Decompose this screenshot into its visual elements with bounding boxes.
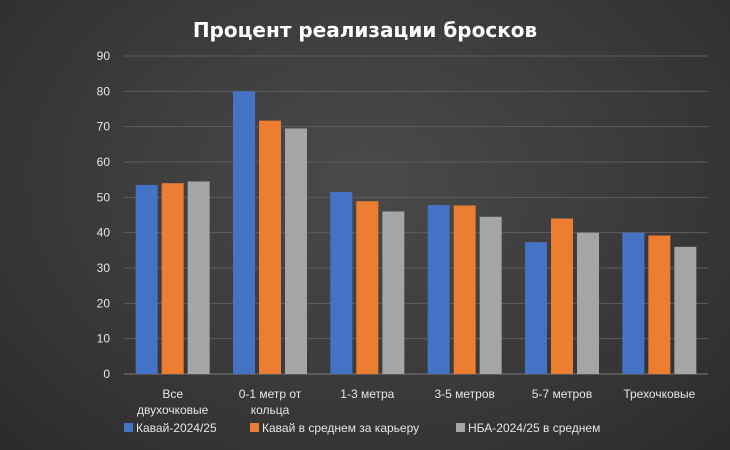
bar-2-5 <box>551 218 573 374</box>
y-tick-label: 70 <box>97 120 111 134</box>
legend-label: Кавай-2024/25 <box>136 421 217 435</box>
bars <box>135 91 697 374</box>
legend-label: НБА-2024/25 в среднем <box>468 421 600 435</box>
bar-1-5 <box>525 242 547 374</box>
x-axis-categories: Все двухочковые 0-1 метр от кольца 1-3 метра… <box>137 387 696 417</box>
category-label: 1-3 метра <box>340 387 394 401</box>
bar-3-1 <box>187 181 210 374</box>
y-tick-label: 0 <box>103 367 110 381</box>
legend-swatch <box>124 423 133 432</box>
category-label: Трехочковые <box>623 387 695 401</box>
category-label: 3-5 метров <box>434 387 494 401</box>
bar-3-5 <box>577 232 599 374</box>
y-tick-label: 60 <box>97 155 111 169</box>
bar-2-4 <box>453 205 476 374</box>
category-label: 0-1 метр от кольца <box>239 387 302 417</box>
bar-3-3 <box>382 211 405 374</box>
y-axis-ticks: 0 10 20 30 40 50 60 70 80 90 <box>97 49 111 381</box>
y-tick-label: 80 <box>97 84 111 98</box>
gridlines <box>124 55 708 375</box>
bar-1-1 <box>135 184 158 374</box>
category-label: Все двухочковые <box>137 387 209 417</box>
bar-1-2 <box>233 91 255 374</box>
legend-label: Кавай в среднем за карьеру <box>262 421 419 435</box>
legend: Кавай-2024/25 Кавай в среднем за карьеру Н… <box>124 421 600 435</box>
bar-3-6 <box>674 246 697 374</box>
bar-2-2 <box>259 120 281 374</box>
legend-swatch <box>250 423 259 432</box>
y-tick-label: 50 <box>97 190 111 204</box>
y-tick-label: 90 <box>97 49 111 63</box>
bar-1-6 <box>622 232 645 374</box>
y-tick-label: 20 <box>97 296 111 310</box>
bar-1-4 <box>427 205 450 374</box>
bar-3-4 <box>479 216 502 374</box>
category-label: 5-7 метров <box>532 387 592 401</box>
chart-title: Процент реализации бросков <box>193 18 537 42</box>
y-tick-label: 30 <box>97 261 111 275</box>
bar-2-3 <box>356 201 379 374</box>
legend-swatch <box>456 423 465 432</box>
bar-1-3 <box>330 192 353 374</box>
bar-2-1 <box>161 183 184 374</box>
bar-2-6 <box>648 235 671 374</box>
y-tick-label: 40 <box>97 226 111 240</box>
y-tick-label: 10 <box>97 332 111 346</box>
bar-3-2 <box>285 128 307 374</box>
